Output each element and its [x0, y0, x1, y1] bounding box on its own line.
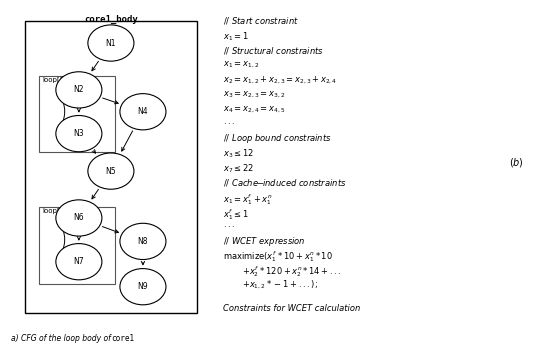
FancyBboxPatch shape: [39, 76, 115, 152]
Text: $x_1^f \leq 1$: $x_1^f \leq 1$: [223, 207, 249, 222]
Text: Constraints for WCET calculation: Constraints for WCET calculation: [223, 304, 360, 313]
Text: N7: N7: [74, 257, 84, 266]
FancyBboxPatch shape: [39, 207, 115, 284]
Text: $\mathit{//\ Cache\!\!-\!\!induced\ constraints}$: $\mathit{//\ Cache\!\!-\!\!induced\ cons…: [223, 177, 346, 188]
Text: a) CFG of the loop body of: a) CFG of the loop body of: [11, 334, 113, 343]
Text: $(b)$: $(b)$: [509, 155, 524, 169]
Text: $x_4 = x_{2,4} = x_{4,5}$: $x_4 = x_{2,4} = x_{4,5}$: [223, 104, 285, 115]
FancyBboxPatch shape: [25, 21, 197, 313]
Text: loop[22]: loop[22]: [43, 207, 72, 214]
Text: $\mathit{//\ Structural\ constraints}$: $\mathit{//\ Structural\ constraints}$: [223, 45, 324, 56]
Text: N5: N5: [105, 166, 116, 176]
Ellipse shape: [56, 115, 102, 152]
Text: N1: N1: [105, 39, 116, 48]
Text: $x_1 = x_{1,2}$: $x_1 = x_{1,2}$: [223, 60, 259, 70]
Text: $...$: $...$: [223, 219, 235, 229]
Text: N2: N2: [74, 86, 84, 94]
Text: $+x_2^f * 120 + x_2^n * 14 + ...$: $+x_2^f * 120 + x_2^n * 14 + ...$: [241, 264, 341, 279]
Ellipse shape: [56, 200, 102, 236]
Text: $x_7 \leq 22$: $x_7 \leq 22$: [223, 162, 254, 175]
Text: core1: core1: [111, 334, 134, 343]
Ellipse shape: [120, 223, 166, 260]
Ellipse shape: [120, 269, 166, 305]
Text: $x_2 = x_{1,2} + x_{2,3} = x_{2,3} + x_{2,4}$: $x_2 = x_{1,2} + x_{2,3} = x_{2,3} + x_{…: [223, 75, 337, 86]
Text: N8: N8: [137, 237, 148, 246]
Ellipse shape: [56, 72, 102, 108]
Text: $x_3 \leq 12$: $x_3 \leq 12$: [223, 147, 254, 159]
Text: core1_body: core1_body: [84, 15, 138, 24]
Text: loop[12]: loop[12]: [43, 76, 72, 83]
Text: N3: N3: [74, 129, 84, 138]
Ellipse shape: [88, 153, 134, 189]
Text: N6: N6: [74, 213, 84, 223]
Text: $x_1 = 1$: $x_1 = 1$: [223, 30, 249, 43]
Ellipse shape: [120, 94, 166, 130]
Text: $\mathit{//\ Loop\ bound\ constraints}$: $\mathit{//\ Loop\ bound\ constraints}$: [223, 132, 332, 145]
Ellipse shape: [56, 244, 102, 280]
Text: $...$: $...$: [223, 117, 235, 126]
Text: $x_1 = x_1^f + x_1^n$: $x_1 = x_1^f + x_1^n$: [223, 192, 272, 207]
Text: $\mathit{//\ Start\ constraint}$: $\mathit{//\ Start\ constraint}$: [223, 15, 299, 26]
Text: $x_3 = x_{2,3} = x_{3,2}$: $x_3 = x_{2,3} = x_{3,2}$: [223, 89, 285, 100]
Text: $+x_{1,2} * -1 + ...);$: $+x_{1,2} * -1 + ...);$: [241, 279, 318, 291]
Text: N4: N4: [137, 107, 148, 116]
Ellipse shape: [88, 25, 134, 61]
Text: $\mathit{//\ WCET\ expression}$: $\mathit{//\ WCET\ expression}$: [223, 235, 305, 247]
Text: $\mathrm{maximize}(x_1^f * 10 + x_1^n * 10$: $\mathrm{maximize}(x_1^f * 10 + x_1^n * …: [223, 249, 333, 264]
Text: N9: N9: [137, 282, 148, 291]
